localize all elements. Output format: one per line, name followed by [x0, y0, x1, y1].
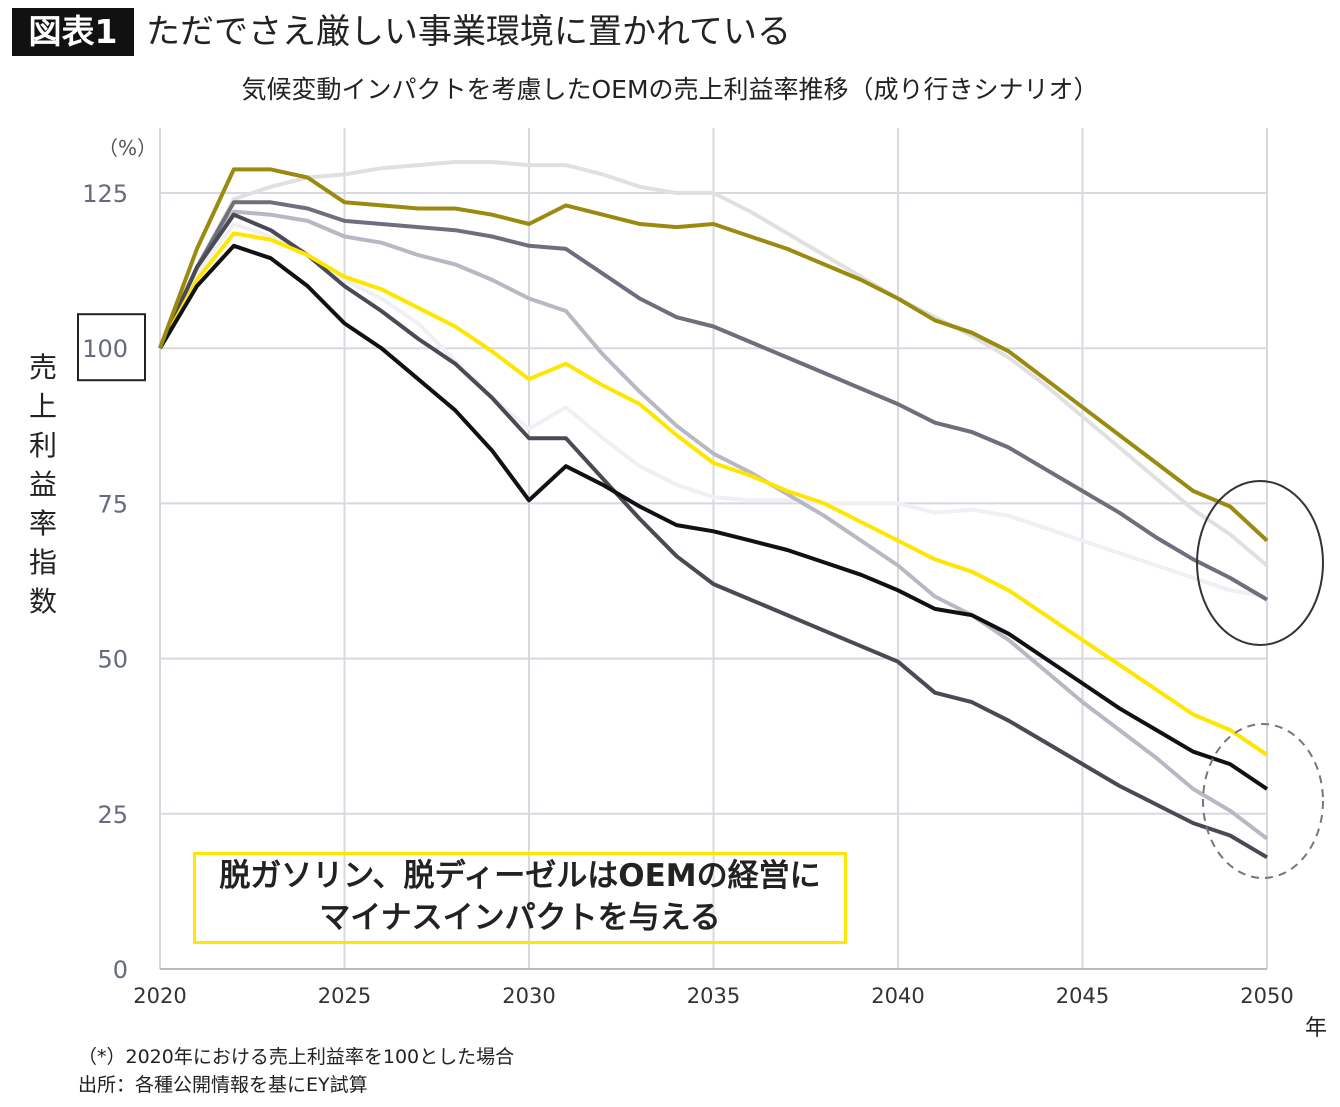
- chart-title: 気候変動インパクトを考慮したOEMの売上利益率推移（成り行きシナリオ）: [241, 75, 1099, 104]
- y-tick-label: 100: [82, 335, 128, 363]
- x-tick-label: 2045: [1056, 984, 1109, 1008]
- page-title: ただでさえ厳しい事業環境に置かれている: [146, 12, 791, 52]
- series-line-8: [158, 167, 1269, 543]
- x-tick-label: 2025: [318, 984, 371, 1008]
- x-tick-label: 2030: [502, 984, 555, 1008]
- x-tick-label: 2035: [687, 984, 740, 1008]
- series-line-5: [158, 212, 1269, 860]
- series-line-7: [158, 243, 1269, 791]
- series-line-4: [158, 200, 1269, 602]
- source-note: 出所：各種公開情報を基にEY試算: [78, 1074, 368, 1096]
- x-unit: 年: [1305, 1016, 1328, 1041]
- y-unit: （%）: [98, 136, 158, 160]
- x-tick-label: 2040: [871, 984, 924, 1008]
- figure-label: 図表1: [12, 8, 134, 56]
- y-axis-label: 売上利益率指数: [28, 351, 57, 618]
- footnote: （*）2020年における売上利益率を100とした場合: [78, 1046, 515, 1068]
- series-line-1: [158, 222, 1268, 599]
- series-line-3: [158, 209, 1269, 841]
- x-tick-label: 2050: [1240, 984, 1293, 1008]
- annotation-line-2: マイナスインパクトを与える: [319, 900, 721, 936]
- x-tick-label: 2020: [133, 984, 186, 1008]
- series-line-6: [158, 231, 1269, 757]
- highlight-ellipse-upper: [1196, 480, 1324, 646]
- y-tick-label: 125: [82, 180, 128, 208]
- annotation-box: 脱ガソリン、脱ディーゼルはOEMの経営に マイナスインパクトを与える: [193, 852, 847, 944]
- y-tick-label: 50: [97, 646, 128, 674]
- series-line-2: [158, 160, 1269, 568]
- highlight-box: [77, 313, 146, 382]
- y-tick-label: 0: [113, 956, 128, 984]
- highlight-ellipse-lower: [1202, 723, 1324, 879]
- annotation-line-1: 脱ガソリン、脱ディーゼルはOEMの経営に: [219, 858, 821, 894]
- y-tick-label: 25: [97, 801, 128, 829]
- y-tick-label: 75: [97, 490, 128, 518]
